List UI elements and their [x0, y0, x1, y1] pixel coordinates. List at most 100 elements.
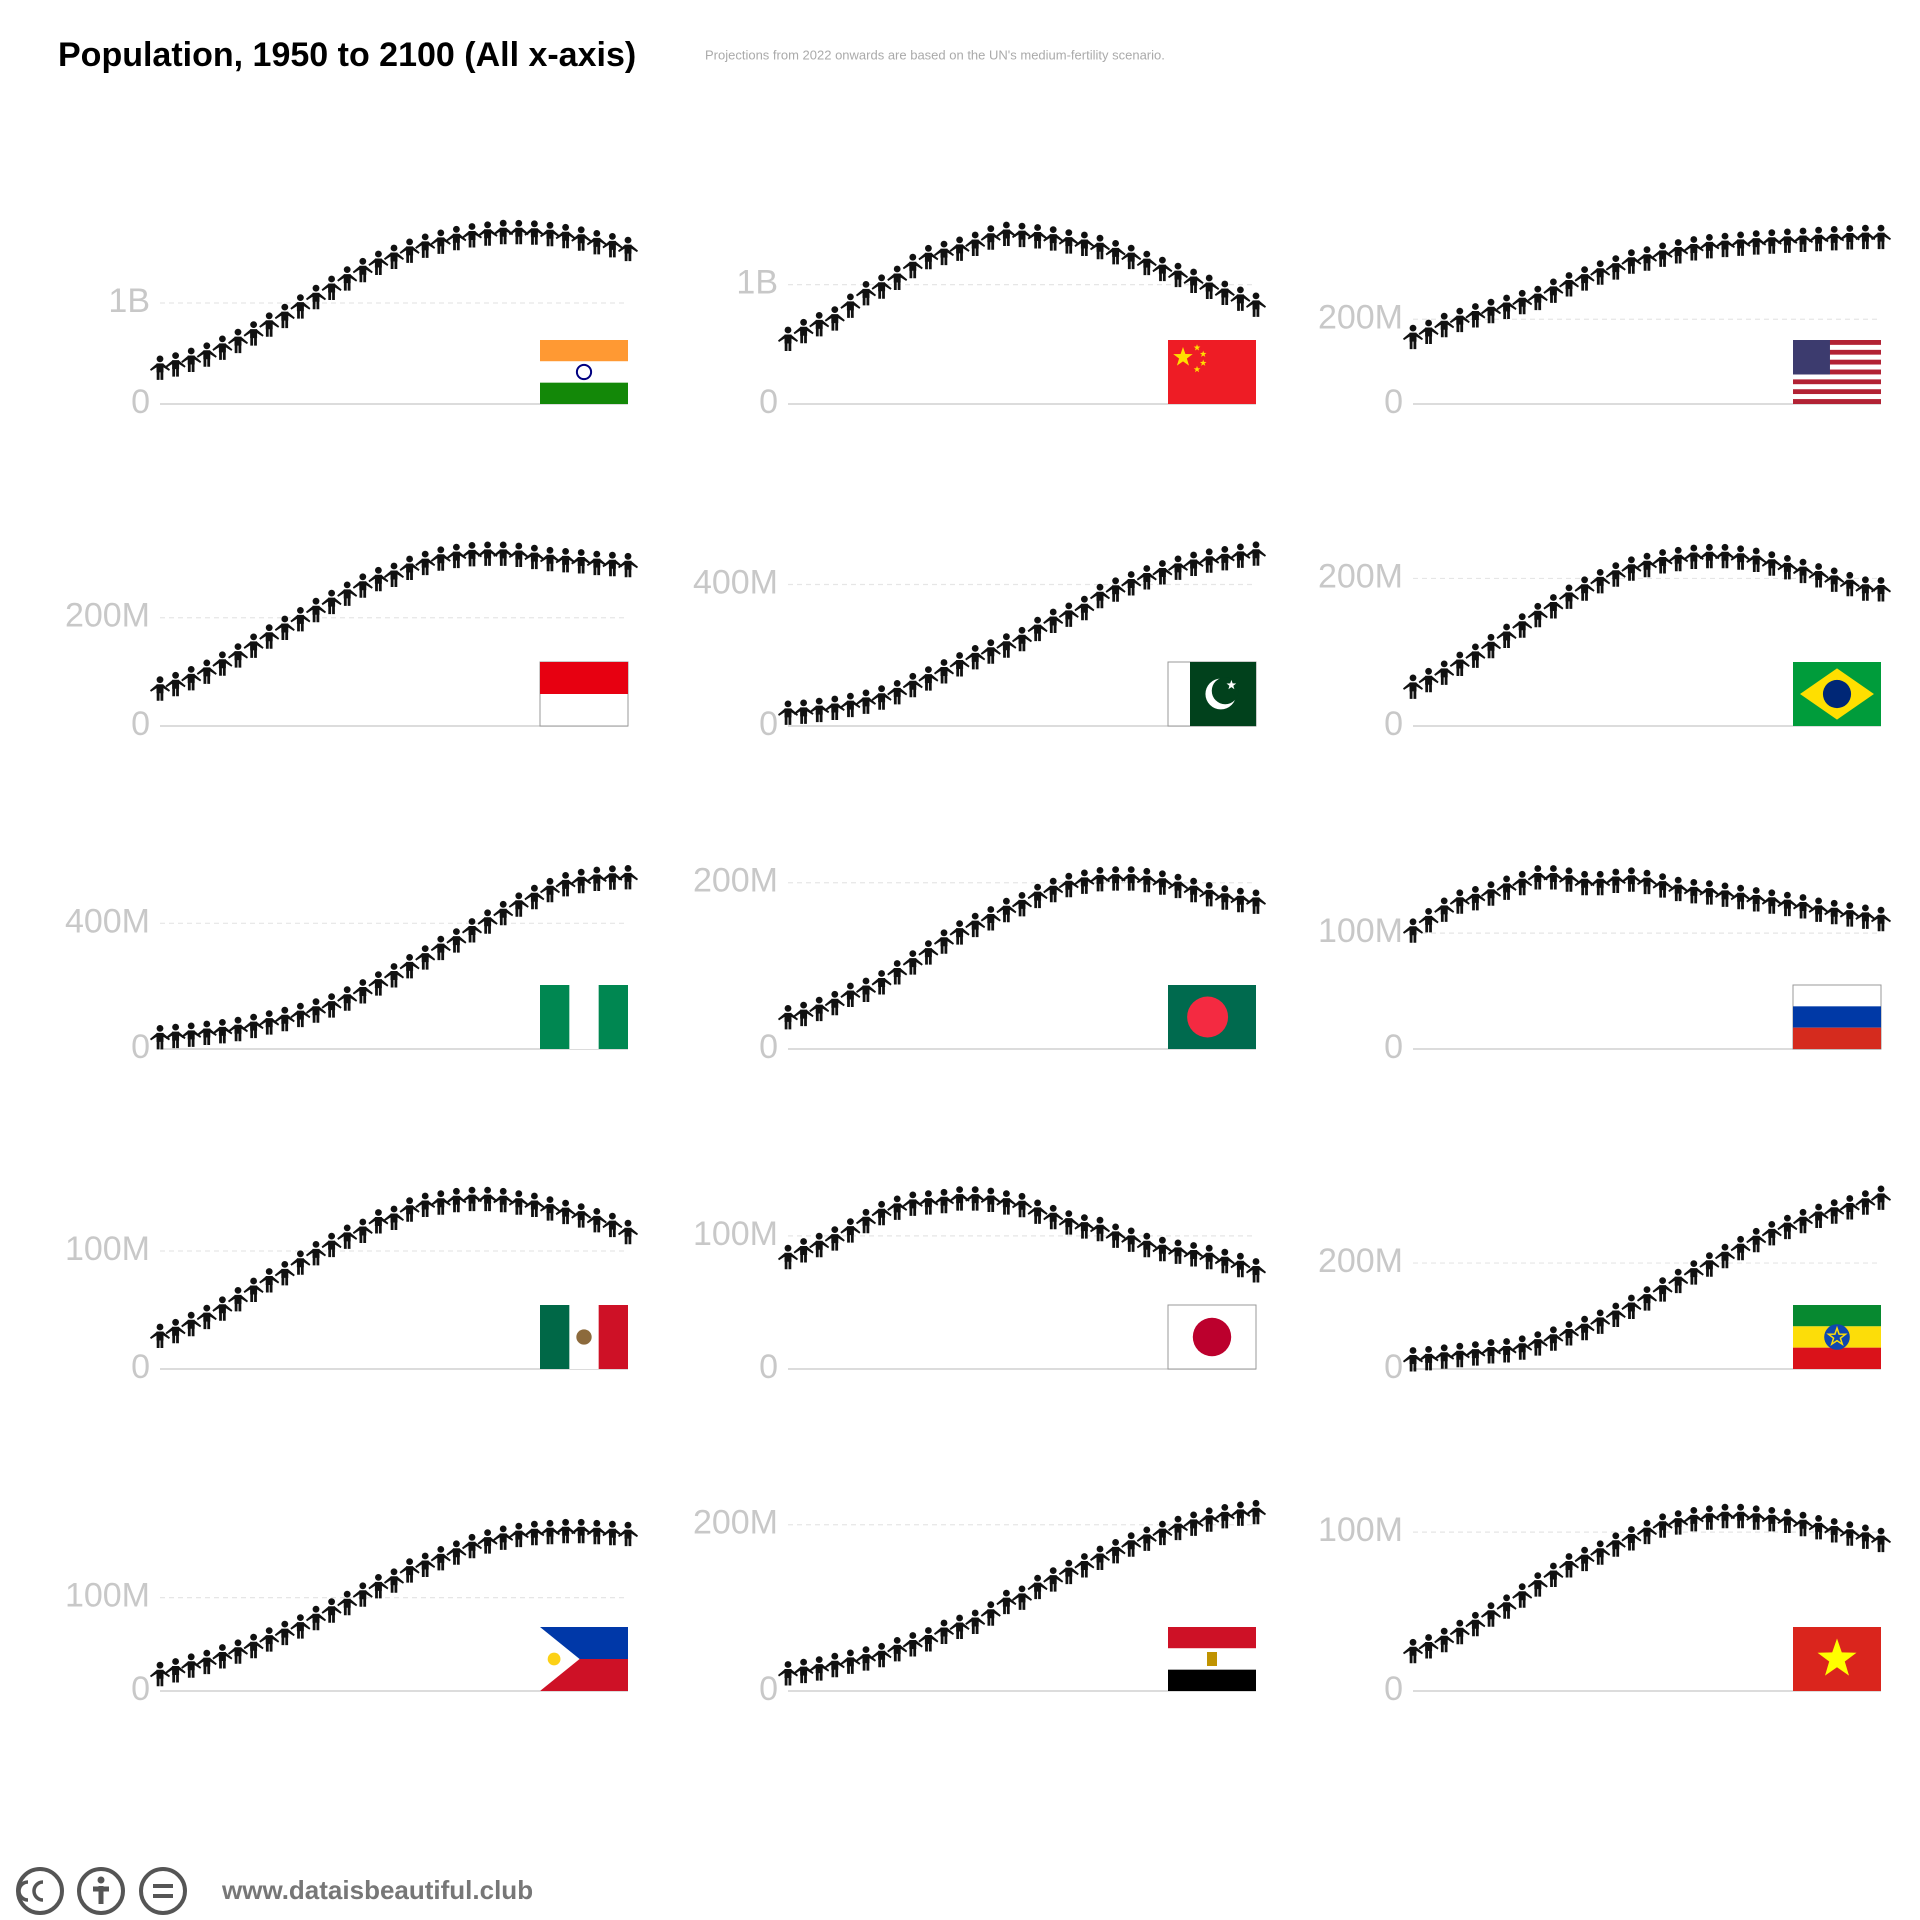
person-icon [446, 543, 467, 569]
flag-part [540, 340, 628, 362]
icon-body [1230, 895, 1251, 913]
icon-body [1027, 624, 1048, 642]
person-icon [165, 1318, 186, 1344]
icon-body [856, 1216, 876, 1234]
icon-head [1846, 902, 1854, 909]
person-icon [196, 1304, 217, 1330]
icon-body [384, 252, 404, 269]
icon-body [1559, 592, 1579, 609]
icon-head [1143, 1526, 1151, 1534]
icon-body [1793, 1519, 1813, 1537]
icon-head [1752, 887, 1760, 894]
icon-body [793, 707, 814, 724]
icon-body [571, 234, 592, 251]
icon-body [824, 998, 845, 1016]
icon-body [980, 647, 1001, 664]
icon-head [1674, 876, 1682, 884]
icon-body [1105, 585, 1126, 602]
icon-head [624, 1521, 632, 1529]
person-icon [809, 1232, 830, 1258]
icon-head [1440, 312, 1448, 320]
icon-body [793, 1009, 814, 1027]
icon-body [1637, 254, 1657, 271]
icon-head [1252, 1499, 1260, 1507]
icon-head [1049, 1204, 1057, 1212]
y-tick-label: 200M [65, 597, 150, 635]
icon-body [1715, 551, 1735, 569]
icon-body [1512, 297, 1533, 315]
person-icon [1824, 899, 1845, 925]
person-icon [399, 238, 420, 263]
icon-body [165, 360, 186, 377]
icon-body [165, 1326, 186, 1344]
icon-head [1503, 294, 1510, 302]
icon-head [1409, 1638, 1417, 1646]
icon-body [586, 237, 607, 255]
person-icon [1652, 1277, 1673, 1302]
icon-body [399, 1205, 420, 1222]
icon-body [1465, 1349, 1486, 1366]
icon-head [1003, 633, 1010, 641]
icon-body [1855, 1198, 1876, 1215]
icon-body [1027, 891, 1048, 909]
flag-part [1173, 347, 1193, 366]
icon-head [1205, 548, 1213, 556]
person-icon [368, 250, 389, 275]
icon-head [1768, 1221, 1776, 1228]
person-icon [602, 1520, 623, 1546]
icon-body [1230, 551, 1251, 568]
person-icon [586, 230, 607, 255]
icon-head [624, 865, 632, 872]
person-icon [212, 1644, 233, 1669]
person-icon [1527, 865, 1548, 890]
person-icon [1496, 875, 1517, 900]
icon-head [1096, 234, 1104, 242]
icon-body [1793, 1216, 1813, 1234]
icon-body [493, 1533, 514, 1550]
icon-body [150, 684, 170, 701]
icon-head [893, 1637, 901, 1644]
icon-head [562, 872, 569, 879]
flag-part [547, 1652, 561, 1666]
icon-head [1237, 286, 1244, 294]
icon-head [1112, 577, 1119, 585]
icon-body [949, 660, 970, 677]
person-icon [150, 1323, 170, 1348]
flag-part [598, 1305, 628, 1369]
person-icon [462, 1533, 482, 1559]
flag-part [1192, 1317, 1232, 1357]
icon-body [352, 265, 373, 283]
icon-body [1777, 1222, 1798, 1240]
icon-body [1418, 1642, 1439, 1659]
icon-body [1214, 1511, 1235, 1529]
icon-head [925, 1190, 932, 1197]
icon-body [259, 1276, 280, 1293]
icon-head [250, 633, 257, 641]
person-icon [524, 220, 545, 245]
icon-body [1199, 1515, 1220, 1532]
icon-head [156, 1323, 164, 1331]
icon-body [1621, 564, 1642, 581]
icon-head [546, 221, 554, 229]
icon-body [508, 1198, 529, 1215]
icon-body [384, 1576, 404, 1593]
icon-head [1487, 298, 1495, 306]
person-icon [1871, 1527, 1891, 1553]
icon-body [1543, 1334, 1564, 1351]
person-icon [1527, 602, 1548, 628]
person-icon [150, 355, 170, 380]
icon-body [1730, 553, 1751, 570]
flag-part [540, 382, 628, 404]
icon-body [243, 641, 264, 658]
icon-head [484, 221, 491, 229]
icon-body [1043, 1575, 1064, 1592]
person-icon [871, 1200, 892, 1226]
icon-body [1074, 1561, 1095, 1578]
person-icon [321, 1232, 342, 1258]
icon-head [1721, 882, 1729, 890]
icon-body [1012, 899, 1032, 917]
icon-head [1425, 1634, 1432, 1641]
icon-head [312, 597, 320, 605]
person-icon [1465, 1341, 1486, 1366]
